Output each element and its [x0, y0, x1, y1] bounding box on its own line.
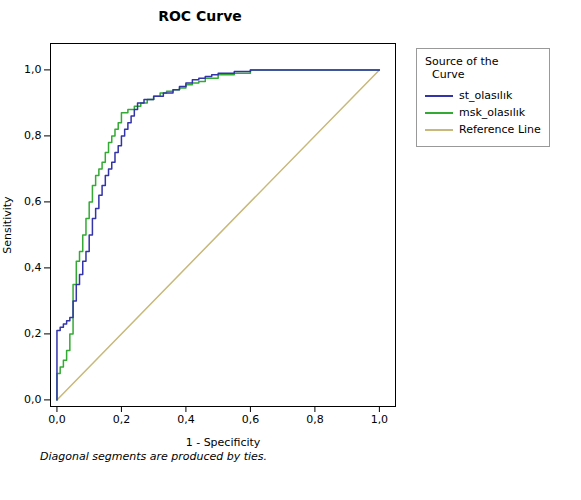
svg-text:0,0: 0,0 [24, 393, 42, 406]
svg-text:1,0: 1,0 [371, 413, 389, 426]
svg-text:0,2: 0,2 [24, 327, 42, 340]
svg-text:0,0: 0,0 [48, 413, 65, 426]
html-text:Reference Line: Reference Line [459, 123, 541, 136]
html-text:st_olasılık: st_olasılık [459, 89, 513, 102]
svg-text:0,4: 0,4 [24, 261, 42, 274]
svg-text:Sensitivity: Sensitivity [1, 196, 14, 254]
svg-text:0,4: 0,4 [177, 413, 195, 426]
svg-text:0,2: 0,2 [113, 413, 130, 426]
html-text:msk_olasılık: msk_olasılık [459, 106, 526, 119]
html-text:Diagonal segments are produced: Diagonal segments are produced by ties. [40, 450, 268, 463]
svg-text:0,8: 0,8 [24, 129, 42, 142]
svg-text:1,0: 1,0 [24, 63, 42, 76]
svg-text:0,8: 0,8 [306, 413, 324, 426]
svg-text:0,6: 0,6 [24, 195, 42, 208]
html-text:ROC Curve: ROC Curve [158, 8, 242, 24]
svg-text:0,6: 0,6 [242, 413, 260, 426]
html-text:Source of the Curve: Source of the Curve [425, 55, 499, 81]
svg-text:1 - Specificity: 1 - Specificity [186, 436, 261, 449]
